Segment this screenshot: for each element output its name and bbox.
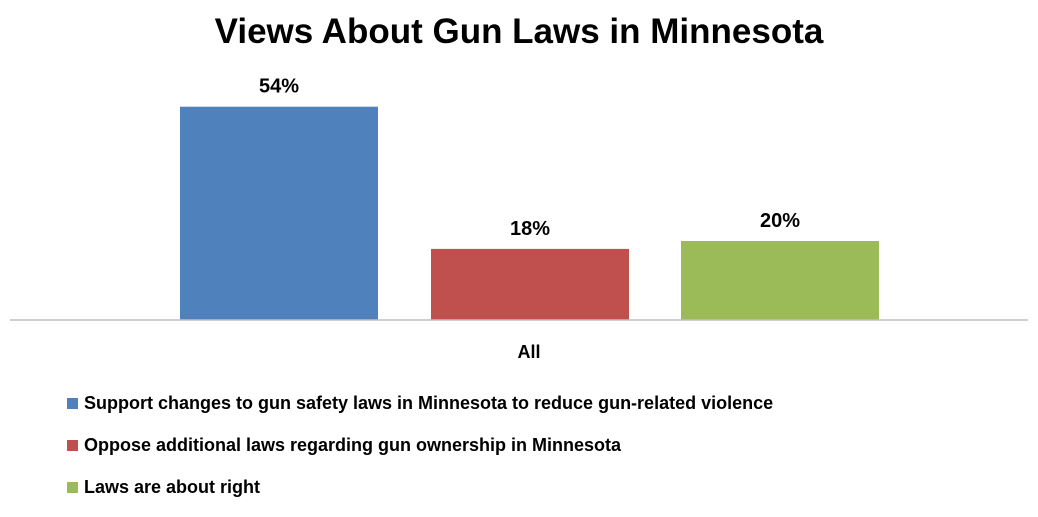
legend-label-about-right: Laws are about right <box>84 476 261 497</box>
chart: Views About Gun Laws in Minnesota 54% 18%… <box>10 12 1028 497</box>
legend-swatch-support <box>67 397 78 409</box>
legend-item-about-right: Laws are about right <box>67 475 1027 499</box>
bar-about-right <box>681 241 879 320</box>
legend-label-support: Support changes to gun safety laws in Mi… <box>84 392 774 413</box>
plot-area: 54% 18% 20% All <box>10 76 1028 362</box>
data-label-about-right: 20% <box>760 210 800 232</box>
data-label-support: 54% <box>259 76 299 98</box>
x-tick-label: All <box>517 342 540 362</box>
bar-oppose <box>431 248 629 320</box>
bar-support <box>180 106 378 320</box>
legend-item-oppose: Oppose additional laws regarding gun own… <box>67 433 1027 457</box>
legend-swatch-about-right <box>67 481 78 493</box>
legend-item-support: Support changes to gun safety laws in Mi… <box>67 391 1027 415</box>
legend: Support changes to gun safety laws in Mi… <box>67 391 1027 517</box>
legend-swatch-oppose <box>67 439 78 451</box>
legend-label-oppose: Oppose additional laws regarding gun own… <box>84 434 622 455</box>
data-label-oppose: 18% <box>510 218 550 240</box>
chart-title: Views About Gun Laws in Minnesota <box>214 12 824 51</box>
